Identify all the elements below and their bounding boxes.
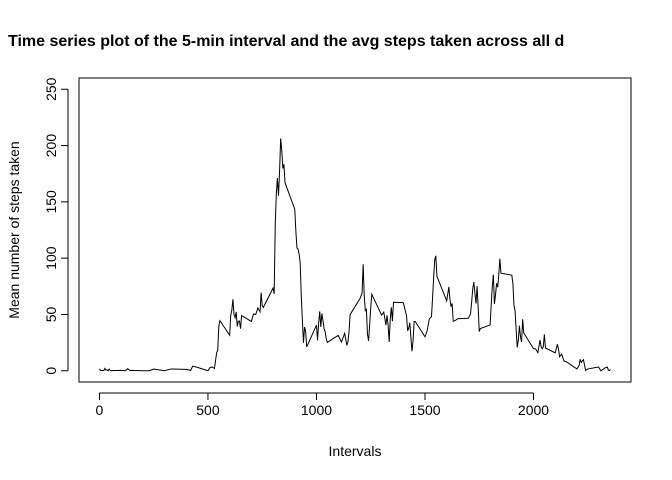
x-tick-label: 2000 (518, 402, 549, 418)
y-tick-label: 200 (43, 134, 59, 158)
y-tick-label: 150 (43, 190, 59, 214)
y-axis-label: Mean number of steps taken (6, 141, 22, 318)
x-axis-label: Intervals (329, 443, 382, 459)
y-tick-label: 0 (43, 367, 59, 375)
plot-box (78, 77, 632, 383)
chart-title: Time series plot of the 5-min interval a… (8, 33, 564, 50)
x-tick-label: 1000 (301, 402, 332, 418)
y-tick-label: 50 (43, 306, 59, 322)
data-line (99, 138, 611, 372)
x-tick-label: 0 (96, 402, 104, 418)
y-tick-label: 100 (43, 246, 59, 270)
y-tick-label: 250 (43, 77, 59, 101)
x-tick-label: 1500 (409, 402, 440, 418)
x-tick-label: 500 (196, 402, 220, 418)
